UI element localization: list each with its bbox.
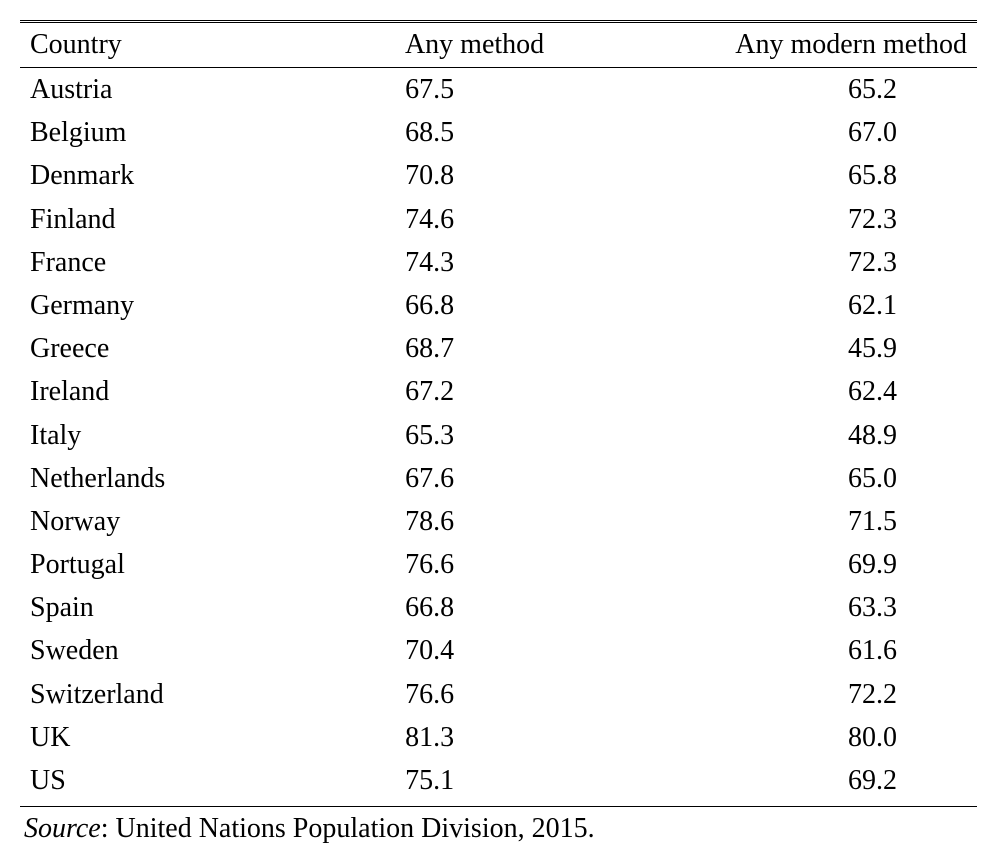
cell-any-method: 66.8 [307, 284, 642, 327]
table-row: Norway78.671.5 [20, 500, 977, 543]
cell-any-modern-method: 65.8 [642, 154, 977, 197]
table-body: Austria67.565.2Belgium68.567.0Denmark70.… [20, 68, 977, 807]
col-header-country: Country [20, 22, 307, 68]
cell-any-method: 74.3 [307, 241, 642, 284]
cell-country: Netherlands [20, 457, 307, 500]
data-table-container: Country Any method Any modern method Aus… [20, 20, 977, 845]
table-row: Germany66.862.1 [20, 284, 977, 327]
cell-country: Switzerland [20, 673, 307, 716]
cell-country: Sweden [20, 629, 307, 672]
cell-country: Belgium [20, 111, 307, 154]
cell-country: Austria [20, 68, 307, 112]
cell-any-method: 70.4 [307, 629, 642, 672]
cell-any-method: 76.6 [307, 543, 642, 586]
cell-country: Finland [20, 198, 307, 241]
cell-any-modern-method: 80.0 [642, 716, 977, 759]
cell-country: Denmark [20, 154, 307, 197]
cell-any-modern-method: 69.9 [642, 543, 977, 586]
cell-country: Germany [20, 284, 307, 327]
cell-any-method: 68.5 [307, 111, 642, 154]
cell-any-method: 67.6 [307, 457, 642, 500]
table-header-row: Country Any method Any modern method [20, 22, 977, 68]
cell-any-modern-method: 45.9 [642, 327, 977, 370]
table-row: Greece68.745.9 [20, 327, 977, 370]
col-header-any-method: Any method [307, 22, 642, 68]
cell-country: France [20, 241, 307, 284]
cell-any-modern-method: 65.0 [642, 457, 977, 500]
cell-any-modern-method: 72.2 [642, 673, 977, 716]
cell-any-modern-method: 62.4 [642, 370, 977, 413]
cell-any-method: 67.5 [307, 68, 642, 112]
cell-any-modern-method: 48.9 [642, 414, 977, 457]
cell-country: Spain [20, 586, 307, 629]
table-row: Ireland67.262.4 [20, 370, 977, 413]
cell-any-method: 74.6 [307, 198, 642, 241]
table-row: Spain66.863.3 [20, 586, 977, 629]
cell-any-method: 65.3 [307, 414, 642, 457]
cell-country: Norway [20, 500, 307, 543]
cell-any-modern-method: 67.0 [642, 111, 977, 154]
cell-any-modern-method: 61.6 [642, 629, 977, 672]
table-row: Switzerland76.672.2 [20, 673, 977, 716]
cell-any-method: 67.2 [307, 370, 642, 413]
table-row: Denmark70.865.8 [20, 154, 977, 197]
cell-any-method: 78.6 [307, 500, 642, 543]
table-row: Sweden70.461.6 [20, 629, 977, 672]
cell-any-method: 70.8 [307, 154, 642, 197]
cell-country: Portugal [20, 543, 307, 586]
source-text: : United Nations Population Division, 20… [101, 813, 595, 844]
table-header: Country Any method Any modern method [20, 22, 977, 68]
table-row: Finland74.672.3 [20, 198, 977, 241]
source-label: Source [24, 813, 101, 844]
cell-country: UK [20, 716, 307, 759]
cell-country: Ireland [20, 370, 307, 413]
source-note: Source: United Nations Population Divisi… [20, 813, 977, 845]
table-row: Belgium68.567.0 [20, 111, 977, 154]
data-table: Country Any method Any modern method Aus… [20, 20, 977, 807]
cell-any-method: 76.6 [307, 673, 642, 716]
cell-any-modern-method: 71.5 [642, 500, 977, 543]
cell-any-modern-method: 63.3 [642, 586, 977, 629]
cell-any-modern-method: 72.3 [642, 198, 977, 241]
table-row: France74.372.3 [20, 241, 977, 284]
cell-any-method: 68.7 [307, 327, 642, 370]
cell-any-method: 66.8 [307, 586, 642, 629]
table-row: Netherlands67.665.0 [20, 457, 977, 500]
col-header-any-modern-method: Any modern method [642, 22, 977, 68]
table-row: Italy65.348.9 [20, 414, 977, 457]
table-row: Portugal76.669.9 [20, 543, 977, 586]
cell-any-method: 81.3 [307, 716, 642, 759]
cell-country: Greece [20, 327, 307, 370]
cell-country: Italy [20, 414, 307, 457]
cell-any-modern-method: 62.1 [642, 284, 977, 327]
table-row: UK81.380.0 [20, 716, 977, 759]
cell-any-modern-method: 65.2 [642, 68, 977, 112]
table-row: Austria67.565.2 [20, 68, 977, 112]
cell-any-modern-method: 72.3 [642, 241, 977, 284]
